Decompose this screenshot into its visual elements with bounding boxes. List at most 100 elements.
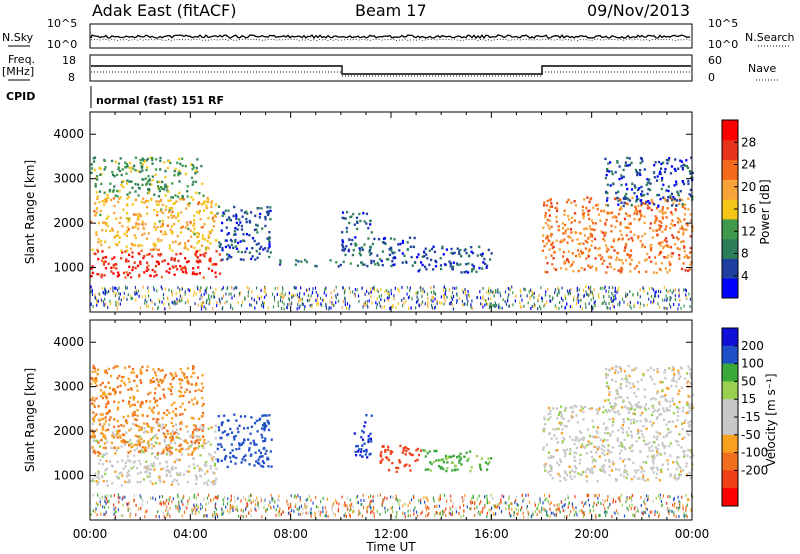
scatter-cell xyxy=(127,195,130,199)
noise-cell xyxy=(358,509,360,513)
scatter-cell xyxy=(131,251,134,254)
scatter-cell xyxy=(178,169,181,173)
scatter-cell xyxy=(589,266,592,269)
scatter-cell xyxy=(611,378,614,382)
scatter-cell xyxy=(137,227,140,230)
scatter-cell xyxy=(212,480,215,483)
noise-cell xyxy=(205,288,207,292)
scatter-cell xyxy=(681,205,684,209)
scatter-cell xyxy=(440,267,443,271)
scatter-cell xyxy=(191,176,194,179)
scatter-cell xyxy=(561,222,564,225)
scatter-cell xyxy=(186,202,189,206)
scatter-cell xyxy=(486,264,489,267)
scatter-cell xyxy=(172,202,175,206)
noise-cell xyxy=(566,302,568,306)
noise-cell xyxy=(427,303,429,307)
colorbar-tick-label: 28 xyxy=(741,135,756,149)
scatter-cell xyxy=(193,214,196,217)
scatter-cell xyxy=(397,466,400,470)
scatter-cell xyxy=(625,244,628,247)
scatter-cell xyxy=(487,457,490,460)
scatter-cell xyxy=(622,475,625,478)
scatter-cell xyxy=(642,436,645,439)
scatter-cell xyxy=(217,426,220,429)
power-colorbar-label: Power [dB] xyxy=(758,179,772,244)
scatter-cell xyxy=(113,392,117,396)
noise-cell xyxy=(445,287,447,291)
scatter-cell xyxy=(679,227,682,230)
noise-cell xyxy=(297,296,299,300)
noise-cell xyxy=(348,307,350,311)
noise-cell xyxy=(495,288,497,292)
scatter-cell xyxy=(653,454,656,457)
noise-cell xyxy=(277,300,279,304)
scatter-cell xyxy=(119,216,122,219)
noise-cell xyxy=(574,495,576,499)
scatter-cell xyxy=(574,231,577,234)
scatter-cell xyxy=(97,273,100,276)
noise-cell xyxy=(133,494,135,497)
scatter-cell xyxy=(229,238,233,242)
scatter-cell xyxy=(563,260,566,263)
scatter-cell xyxy=(669,474,672,478)
scatter-cell xyxy=(191,451,194,454)
scatter-cell xyxy=(569,475,572,478)
noise-cell xyxy=(237,301,239,305)
scatter-cell xyxy=(207,247,210,250)
scatter-cell xyxy=(548,248,551,251)
noise-cell xyxy=(549,502,551,506)
scatter-cell xyxy=(638,187,641,190)
scatter-cell xyxy=(344,248,347,251)
scatter-cell xyxy=(655,430,658,434)
scatter-cell xyxy=(663,446,666,449)
scatter-cell xyxy=(590,244,593,247)
scatter-cell xyxy=(688,425,691,428)
noise-cell xyxy=(476,295,478,299)
scatter-cell xyxy=(173,174,176,177)
scatter-cell xyxy=(670,192,673,196)
scatter-cell xyxy=(613,249,616,252)
scatter-cell xyxy=(149,248,153,251)
noise-cell xyxy=(290,494,292,498)
scatter-cell xyxy=(131,268,134,272)
scatter-cell xyxy=(605,367,608,371)
scatter-cell xyxy=(581,407,584,410)
noise-cell xyxy=(180,498,182,502)
scatter-cell xyxy=(262,440,265,443)
scatter-cell xyxy=(132,226,135,229)
noise-cell xyxy=(667,506,669,510)
scatter-cell xyxy=(602,405,605,408)
scatter-cell xyxy=(577,242,580,246)
noise-cell xyxy=(433,290,435,294)
scatter-cell xyxy=(545,256,548,259)
noise-cell xyxy=(191,511,193,514)
noise-cell xyxy=(523,287,525,291)
noise-cell xyxy=(410,498,413,502)
scatter-cell xyxy=(198,428,201,432)
noise-cell xyxy=(585,306,587,309)
scatter-cell xyxy=(660,221,663,224)
scatter-cell xyxy=(223,212,226,216)
scatter-cell xyxy=(633,192,636,195)
scatter-cell xyxy=(151,268,154,272)
scatter-cell xyxy=(248,234,251,237)
scatter-cell xyxy=(644,408,647,411)
scatter-cell xyxy=(187,447,190,450)
noise-cell xyxy=(464,287,466,291)
freq-panel-frame xyxy=(89,54,693,82)
scatter-cell xyxy=(137,442,140,445)
scatter-cell xyxy=(95,233,98,236)
noise-cell xyxy=(135,291,137,295)
scatter-cell xyxy=(140,200,143,204)
noise-cell xyxy=(352,510,354,514)
noise-cell xyxy=(450,302,452,306)
scatter-cell xyxy=(238,218,241,221)
scatter-cell xyxy=(592,206,595,209)
noise-cell xyxy=(537,506,539,510)
scatter-cell xyxy=(117,166,120,169)
noise-cell xyxy=(171,289,173,293)
noise-cell xyxy=(579,509,581,513)
scatter-cell xyxy=(643,168,646,171)
scatter-cell xyxy=(176,161,179,165)
